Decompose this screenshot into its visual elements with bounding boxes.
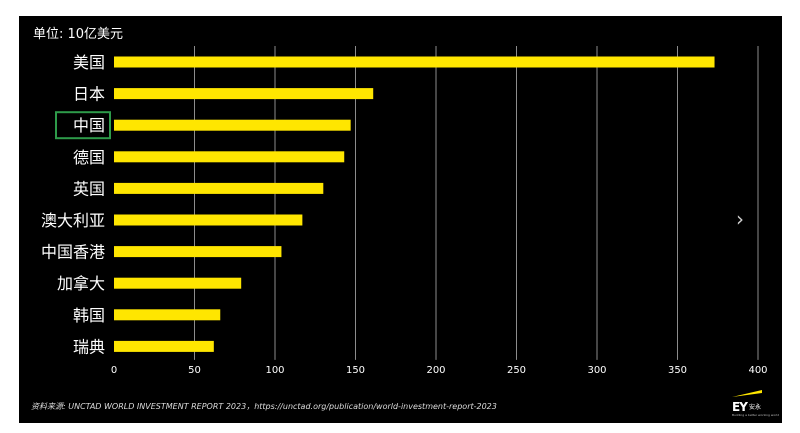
ey-logo: EY 安永 Building a better working world [732, 388, 779, 418]
x-tick-label: 250 [507, 365, 526, 376]
logo-beam-icon [732, 390, 762, 397]
category-label: 德国 [73, 148, 105, 167]
x-tick-label: 350 [668, 365, 687, 376]
logo-chinese: 安永 [749, 404, 762, 411]
x-tick-label: 200 [426, 365, 445, 376]
bar [114, 214, 303, 226]
x-tick-label: 300 [587, 365, 606, 376]
x-tick-label: 50 [188, 365, 201, 376]
category-label: 韩国 [73, 306, 105, 325]
category-label: 加拿大 [57, 274, 105, 293]
bar [114, 309, 221, 321]
category-label: 美国 [73, 53, 105, 72]
next-chevron-icon[interactable]: › [736, 207, 744, 231]
unit-label: 单位: 10亿美元 [33, 27, 124, 42]
bar [114, 151, 345, 163]
bar [114, 182, 324, 194]
bar [114, 119, 351, 131]
source-note: 资料来源: UNCTAD WORLD INVESTMENT REPORT 202… [31, 402, 497, 411]
category-label: 中国香港 [41, 243, 105, 262]
category-label: 中国 [73, 116, 105, 135]
x-tick-label: 100 [265, 365, 284, 376]
category-label: 瑞典 [73, 337, 105, 356]
x-tick-label: 0 [111, 365, 117, 376]
bar [114, 88, 374, 100]
x-tick-label: 150 [346, 365, 365, 376]
bar [114, 56, 715, 68]
bar [114, 340, 214, 352]
logo-mark: EY [732, 400, 748, 414]
chart-panel: 单位: 10亿美元 0 50 100 150 200 250 300 350 400 美国日本中国… [19, 16, 782, 423]
x-tick-label: 400 [748, 365, 767, 376]
category-label: 澳大利亚 [41, 211, 105, 230]
logo-tagline: Building a better working world [732, 413, 780, 417]
bar-chart: 0 50 100 150 200 250 300 350 400 美国日本中国德国英国澳大利亚中国… [41, 46, 768, 376]
bar [114, 277, 242, 289]
bar [114, 246, 282, 258]
category-label: 英国 [73, 179, 105, 198]
highlight-box [55, 111, 111, 140]
category-label: 日本 [73, 85, 105, 104]
